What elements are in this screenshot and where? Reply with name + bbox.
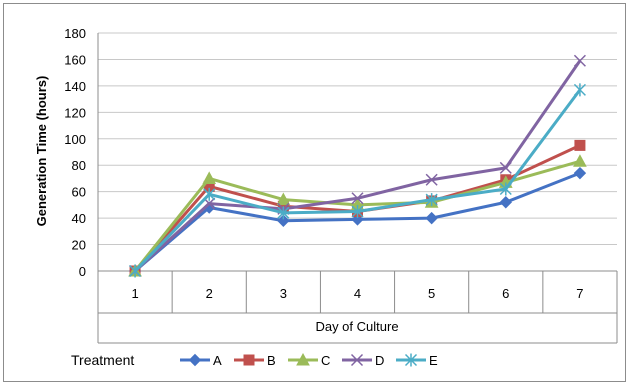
legend: Treatment A B C D E: [71, 352, 438, 368]
axes: 0 20 40 60 80 100 120 140 160 180 1 2 3 4 5 6 7: [64, 26, 618, 344]
data-point: [276, 192, 291, 206]
legend-item-A: A: [180, 353, 222, 368]
legend-label: E: [429, 353, 438, 368]
y-tick-label: 180: [64, 26, 86, 41]
data-point: [499, 161, 512, 174]
y-tick-label: 120: [64, 105, 86, 120]
x-tick-label: 3: [280, 286, 287, 301]
legend-label: A: [213, 353, 222, 368]
y-tick-label: 0: [79, 264, 86, 279]
series-D: [129, 54, 586, 278]
x-tick-label: 6: [502, 286, 509, 301]
data-point: [573, 54, 586, 67]
x-tick-label: 7: [576, 286, 583, 301]
x-tick-label: 2: [206, 286, 213, 301]
x-tick-label: 5: [428, 286, 435, 301]
data-point: [351, 192, 364, 205]
legend-item-D: D: [342, 353, 384, 368]
legend-label: B: [267, 353, 276, 368]
y-tick-label: 80: [72, 158, 86, 173]
x-axis-title: Day of Culture: [315, 319, 398, 334]
y-tick-label: 60: [72, 185, 86, 200]
data-point: [499, 182, 512, 196]
data-point: [499, 196, 512, 209]
x-tick-label: 4: [354, 286, 361, 301]
legend-swatch-marker: [350, 353, 364, 367]
data-point: [277, 214, 290, 227]
legend-swatch-marker: [243, 354, 255, 366]
x-tick-label: 1: [131, 286, 138, 301]
legend-swatch-marker: [296, 352, 310, 366]
data-point: [573, 154, 587, 167]
data-point: [573, 166, 587, 180]
chart-border: [3, 3, 626, 382]
series-E: [129, 83, 586, 278]
data-point: [277, 206, 290, 220]
data-point: [425, 173, 438, 186]
data-point: [425, 211, 438, 225]
legend-label: D: [375, 353, 384, 368]
y-tick-label: 40: [72, 211, 86, 226]
legend-swatch-marker: [404, 353, 418, 367]
legend-title: Treatment: [71, 352, 134, 368]
legend-item-E: E: [396, 353, 438, 368]
data-point: [203, 187, 216, 201]
legend-item-B: B: [234, 353, 276, 368]
y-tick-label: 20: [72, 238, 86, 253]
y-tick-label: 160: [64, 52, 86, 67]
y-tick-label: 140: [64, 79, 86, 94]
data-point: [129, 264, 142, 278]
y-axis-title: Generation Time (hours): [34, 76, 49, 227]
data-point: [574, 139, 586, 151]
series-lines: [128, 54, 587, 278]
legend-swatch-marker: [188, 353, 202, 367]
data-point: [351, 205, 364, 218]
data-point: [425, 193, 438, 207]
data-point: [202, 171, 217, 184]
y-tick-label: 100: [64, 132, 86, 147]
data-point: [573, 83, 586, 97]
legend-item-C: C: [288, 352, 330, 368]
legend-label: C: [321, 353, 330, 368]
